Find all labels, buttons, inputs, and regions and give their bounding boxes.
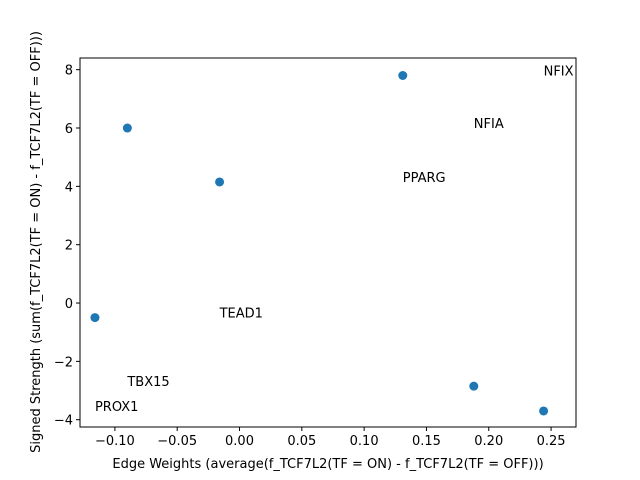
point-label: TEAD1 bbox=[219, 307, 263, 322]
data-points bbox=[90, 71, 549, 416]
y-tick-label: −2 bbox=[54, 355, 73, 370]
y-tick-label: −4 bbox=[54, 414, 73, 429]
x-axis: −0.10 −0.05 0.00 0.05 0.10 0.15 0.20 0.25 bbox=[95, 427, 566, 449]
x-tick-label: 0.20 bbox=[474, 434, 503, 449]
y-tick-label: 4 bbox=[65, 180, 73, 195]
point-label: NFIX bbox=[544, 65, 574, 80]
x-tick-label: −0.10 bbox=[95, 434, 135, 449]
x-tick-label: 0.15 bbox=[412, 434, 441, 449]
x-tick-label: 0.10 bbox=[350, 434, 379, 449]
data-point bbox=[90, 313, 100, 323]
point-labels: NFIX NFIA PPARG TEAD1 TBX15 PROX1 bbox=[95, 65, 574, 415]
y-tick-label: 6 bbox=[65, 122, 73, 137]
y-tick-label: 0 bbox=[65, 297, 73, 312]
point-label: TBX15 bbox=[126, 375, 169, 390]
data-point bbox=[122, 123, 132, 133]
y-tick-label: 2 bbox=[65, 239, 73, 254]
y-axis-label: Signed Strength (sum(f_TCF7L2(TF = ON) -… bbox=[29, 31, 44, 453]
data-point bbox=[469, 381, 479, 391]
point-label: PROX1 bbox=[95, 400, 138, 415]
point-label: NFIA bbox=[474, 117, 504, 132]
data-point bbox=[398, 71, 408, 81]
data-point bbox=[215, 177, 225, 187]
y-axis: −4 −2 0 2 4 6 8 bbox=[54, 64, 80, 429]
y-tick-label: 8 bbox=[65, 64, 73, 79]
plot-frame bbox=[79, 57, 577, 428]
x-tick-label: 0.05 bbox=[287, 434, 316, 449]
x-tick-label: 0.25 bbox=[537, 434, 566, 449]
x-tick-label: −0.05 bbox=[157, 434, 197, 449]
point-label: PPARG bbox=[403, 171, 446, 186]
x-tick-label: 0.00 bbox=[225, 434, 254, 449]
x-axis-label: Edge Weights (average(f_TCF7L2(TF = ON) … bbox=[112, 457, 543, 472]
data-point bbox=[539, 406, 549, 416]
